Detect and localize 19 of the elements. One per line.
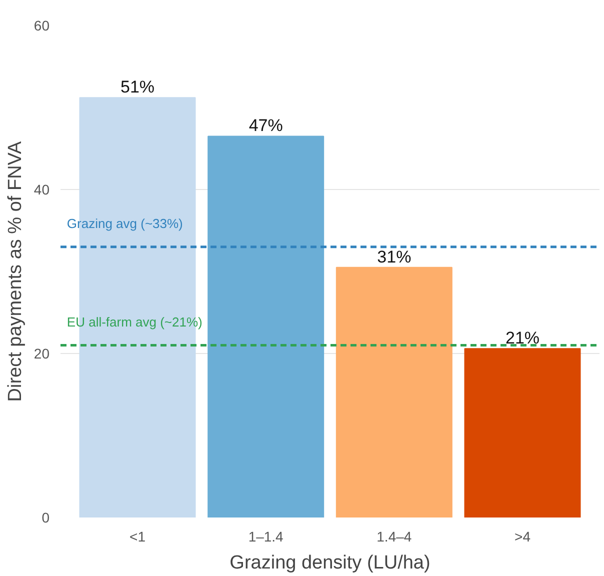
bar — [208, 136, 324, 518]
data-label: 47% — [248, 116, 283, 136]
y-axis-title: Direct payments as % of FNVA — [4, 140, 26, 402]
x-tick-label: 1–1.4 — [248, 528, 284, 544]
bar — [336, 266, 452, 518]
y-tick-label: 0 — [42, 510, 50, 526]
x-tick-label: >4 — [514, 528, 531, 544]
data-label: 21% — [505, 328, 540, 348]
data-label: 31% — [377, 247, 412, 266]
bar — [464, 348, 581, 518]
y-tick-label: 20 — [34, 346, 50, 362]
x-tick-label: <1 — [130, 528, 146, 544]
y-tick-label: 60 — [34, 18, 50, 34]
data-label: 51% — [120, 78, 155, 97]
ref-line-label: Grazing avg (~33%) — [66, 216, 183, 231]
x-tick-label: 1.4–4 — [376, 528, 412, 544]
y-tick-label: 40 — [34, 182, 50, 198]
ref-line-label: EU all-farm avg (~21%) — [66, 314, 202, 330]
x-axis-title: Grazing density (LU/ha) — [230, 552, 430, 574]
